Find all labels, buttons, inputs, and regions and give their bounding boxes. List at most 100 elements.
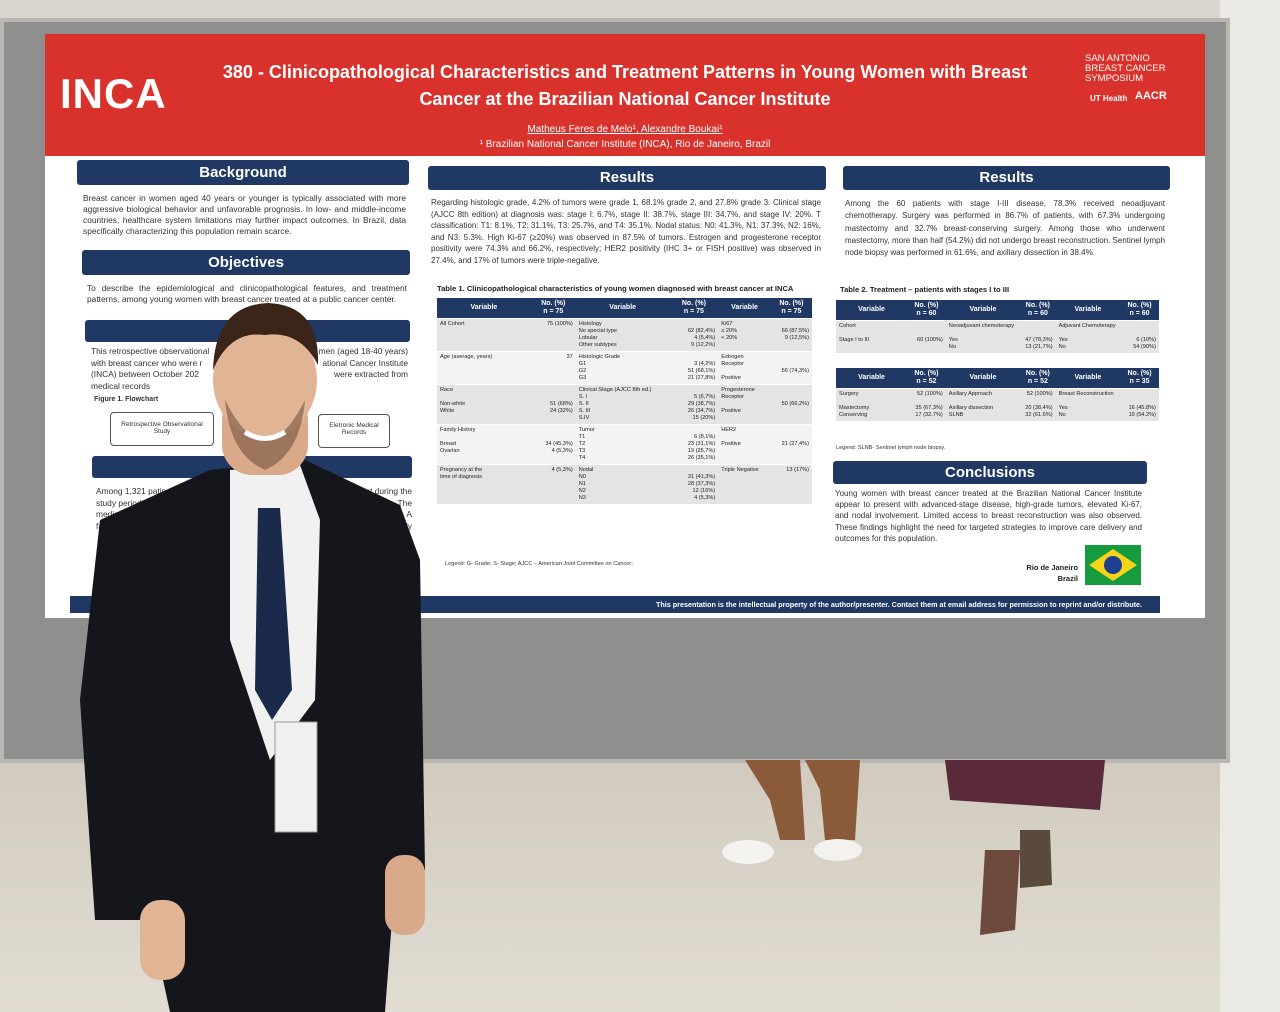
- flag: [1085, 545, 1141, 585]
- table-cell: Adjuvant Chemoterapy Yes No: [1055, 321, 1121, 354]
- symposium: SAN ANTONIO BREAST CANCER SYMPOSIUM: [1085, 54, 1166, 84]
- poster-header: [45, 34, 1205, 156]
- table-cell: 5 (6,7%) 29 (38,7%) 26 (34,7%) 15 (20%): [669, 385, 719, 425]
- text-line: with breast cancer who were r: [91, 357, 203, 368]
- paragraph: Young women with breast cancer treated a…: [835, 489, 1142, 543]
- table-cell: 56 (74,3%): [770, 352, 812, 385]
- table-cell: 75 (100%): [530, 319, 576, 352]
- table-cell: 60 (100%): [907, 321, 946, 354]
- table-cell: 50 (66,2%): [770, 385, 812, 425]
- table-cell: 13 (17%): [770, 465, 812, 505]
- section-heading: Results: [843, 166, 1170, 190]
- text-line: median: [96, 509, 124, 519]
- table-header: Variable: [945, 300, 1021, 321]
- flow-box: Eletronic Medical Records: [318, 414, 390, 448]
- table-header: No. (%) n = 60: [1020, 300, 1056, 321]
- table-header: Variable: [945, 368, 1021, 389]
- table-header: No. (%) n = 52: [907, 368, 946, 389]
- table-cell: Cohort Stage I to III: [836, 321, 908, 354]
- table-header: No. (%) n = 35: [1120, 368, 1159, 389]
- logo: INCA: [60, 70, 167, 117]
- table-legend: Legend: SLNB- Sentinel lymph node biopsy…: [836, 445, 946, 451]
- partner: AACR: [1135, 90, 1167, 102]
- table-header: No. (%) n = 75: [669, 298, 719, 319]
- text-line: Among 1,321 patie: [96, 486, 167, 496]
- title-line: Cancer at the Brazilian National Cancer …: [419, 89, 831, 109]
- section-heading: Background: [77, 160, 409, 185]
- table-cell: 31 (41,3%) 28 (37,3%) 12 (16%) 4 (5,3%): [669, 465, 719, 505]
- paragraph: Among the 60 patients with stage I-III d…: [845, 199, 1166, 258]
- table-cell: Histologic Grade G1 G2 G3: [575, 352, 670, 385]
- table-title: Table 1. Clinicopathological characteris…: [437, 284, 794, 293]
- table-cell: 47 (78,3%) 13 (21,7%): [1020, 321, 1056, 354]
- table-cell: Family History Breast Ovarian: [437, 425, 531, 465]
- paragraph: Breast cancer in women aged 40 years or …: [83, 193, 406, 236]
- table-cell: Pregnancy at the time of diagnosis: [437, 465, 531, 505]
- authors: Matheus Feres de Melo¹, Alexandre Boukai…: [527, 124, 723, 135]
- table-header: Variable: [437, 298, 531, 319]
- table: Variable No. (%) n = 75 Variable No. (%) n …: [437, 298, 812, 505]
- section-heading: Objectives: [82, 250, 410, 275]
- table-header: Variable: [1055, 368, 1121, 389]
- table-cell: Triple Negative: [718, 465, 771, 505]
- footer-text: This presentation is the intellectual pr…: [656, 600, 1143, 609]
- table-header: Variable: [836, 300, 908, 321]
- table-cell: 6 (8,1%) 23 (31,1%) 19 (25,7%) 26 (35,1%…: [669, 425, 719, 465]
- table-header: No. (%) n = 75: [770, 298, 812, 319]
- text-line: This retrospective observational: [91, 346, 210, 356]
- table-cell: 51 (68%) 24 (32%): [530, 385, 576, 425]
- table-header: No. (%) n = 75: [530, 298, 576, 319]
- table-cell: Neoadjuvant chemoterapy Yes No: [945, 321, 1021, 354]
- table-header: Variable: [575, 298, 670, 319]
- table-cell: Estrogen Receptor Positive: [718, 352, 771, 385]
- table-cell: Clinical Stage (AJCC 8th ed.) S. I S. II…: [575, 385, 670, 425]
- table-header: No. (%) n = 52: [1020, 368, 1056, 389]
- table-cell: 52 (100%) 35 (67.3%) 17 (32.7%): [907, 389, 946, 422]
- table-header: Variable: [718, 298, 771, 319]
- text-line: men (aged 18-40 years): [318, 346, 408, 356]
- table: Variable No. (%) n = 52 Variable No. (%) n …: [836, 368, 1159, 422]
- table: Variable No. (%) n = 60 Variable No. (%) n …: [836, 300, 1159, 354]
- table-cell: 21 (27,4%): [770, 425, 812, 465]
- table-cell: 3 (4,2%) 51 (68,1%) 21 (27,8%): [669, 352, 719, 385]
- table-cell: 16 (45.8%) 19 (54.2%): [1120, 389, 1159, 422]
- table-cell: 34 (45,3%) 4 (5,3%): [530, 425, 576, 465]
- text-fragments: men (aged 18-40 years) ational Cancer Ins…: [280, 346, 408, 381]
- table-cell: 37: [530, 352, 576, 385]
- text-line: were extracted from: [333, 369, 408, 379]
- table-cell: Nodal N0 N1 N2 N3: [575, 465, 670, 505]
- table-cell: Tumor T1 T2 T3 T4: [575, 425, 670, 465]
- section-heading: Results: [428, 166, 826, 190]
- table-header: Variable: [836, 368, 908, 389]
- table-cell: Race Non-white White: [437, 385, 531, 425]
- flow-box: Retrospective Observational Study: [110, 412, 214, 446]
- city: Rio de Janeiro: [1026, 563, 1078, 572]
- table-legend: Legend: G- Grade; S- Stage; AJCC – Ameri…: [445, 561, 633, 567]
- table-cell: Histology No special type Lobular Other …: [575, 319, 670, 352]
- figure-label: Figure 1. Flowchart: [94, 396, 159, 403]
- table-header: No. (%) n = 60: [907, 300, 946, 321]
- table-cell: 66 (87,5%) 9 (12,5%): [770, 319, 812, 352]
- paragraph: To describe the epidemiological and clin…: [87, 283, 407, 304]
- table-cell: Progesterone Receptor Positive: [718, 385, 771, 425]
- text-line: medical records: [91, 380, 151, 391]
- table-cell: All Cohort: [437, 319, 531, 352]
- affiliation: ¹ Brazilian National Cancer Institute (I…: [479, 139, 771, 150]
- table-header: Variable: [1055, 300, 1121, 321]
- wall: [1220, 0, 1280, 1012]
- text-line: ational Cancer Institute: [322, 357, 408, 368]
- table-cell: Axillary Approach Axillary dissection SL…: [945, 389, 1021, 422]
- table-header: No. (%) n = 60: [1120, 300, 1159, 321]
- table-cell: Breast Reconstruction Yes No: [1055, 389, 1121, 422]
- table-cell: HER2 Positive: [718, 425, 771, 465]
- table-cell: 62 (82,4%) 4 (5,4%) 9 (12,2%): [669, 319, 719, 352]
- table-cell: 52 (100%) 20 (38.4%) 32 (61.6%): [1020, 389, 1056, 422]
- title-line: 380 - Clinicopathological Characteristic…: [222, 62, 1028, 82]
- table-cell: Ki67 ≥ 20% < 20%: [718, 319, 771, 352]
- section-heading: Conclusions: [833, 461, 1147, 484]
- text-fragments: This retrospective observational with bre…: [91, 346, 209, 392]
- text-line: (INCA) between October 202: [91, 369, 199, 379]
- table-cell: 4 (5,3%): [530, 465, 576, 505]
